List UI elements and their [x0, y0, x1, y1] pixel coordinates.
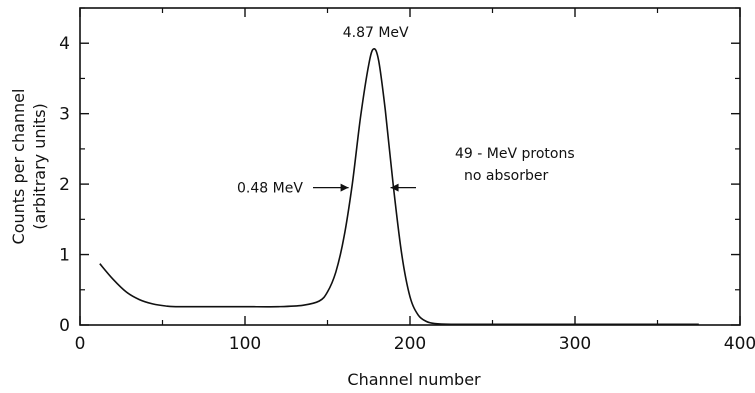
- y-tick-label: 1: [59, 246, 70, 266]
- x-tick-label: 400: [724, 334, 755, 354]
- fwhm-right-arrowhead: [390, 183, 399, 192]
- x-tick-label: 100: [229, 334, 261, 354]
- series-line-0: [99, 48, 699, 326]
- series-layer: [99, 48, 699, 326]
- y-axis-ticks: 0 1 2 3 4: [59, 7, 740, 336]
- y-tick-label: 4: [59, 34, 70, 54]
- x-axis-ticks: 0 100 200 300 400: [75, 8, 755, 354]
- plot-border: [79, 7, 741, 326]
- fwhm-label: 0.48 MeV: [237, 181, 303, 197]
- peak-energy-label: 4.87 MeV: [343, 25, 409, 41]
- x-tick-label: 200: [394, 334, 426, 354]
- x-axis-label: Channel number: [347, 370, 481, 389]
- y-tick-label: 3: [59, 105, 70, 125]
- plot-frame: [79, 7, 741, 326]
- x-tick-label: 0: [75, 334, 86, 354]
- y-tick-label: 2: [59, 175, 70, 195]
- x-tick-label: 300: [559, 334, 591, 354]
- beam-label: 49 - MeV protons: [455, 146, 575, 162]
- absorber-label: no absorber: [464, 168, 548, 184]
- fwhm-left-arrowhead: [340, 183, 349, 192]
- y-tick-label: 0: [59, 316, 70, 336]
- fwhm-arrows: [313, 183, 416, 192]
- y-axis-label-line1: Counts per channel: [9, 89, 28, 245]
- y-axis-label-line2: (arbitrary units): [30, 103, 49, 230]
